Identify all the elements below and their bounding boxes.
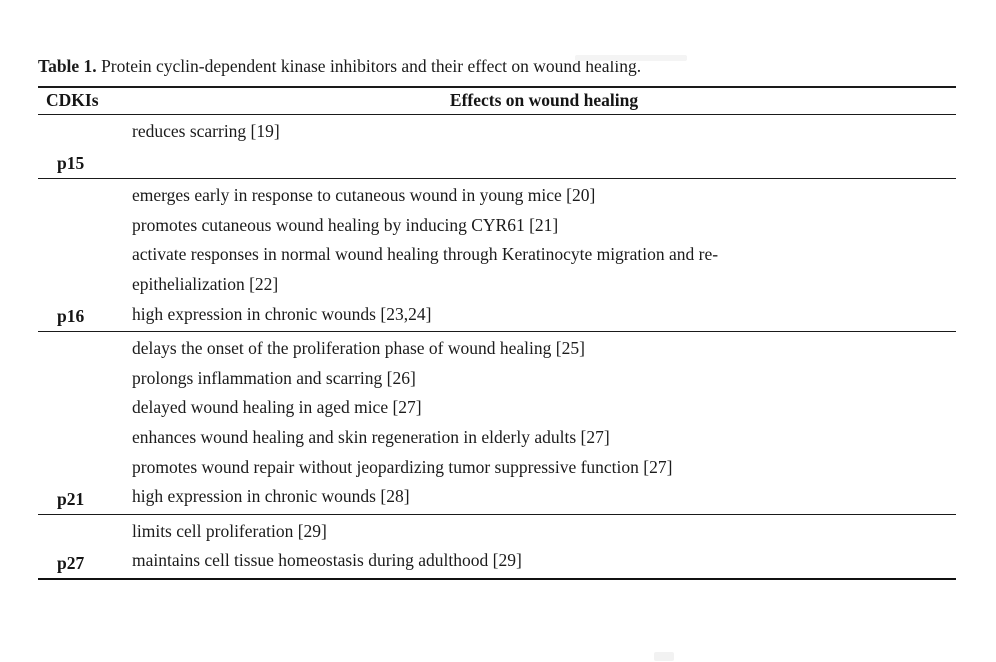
table-row: p27 limits cell proliferation [29] maintai… — [38, 514, 956, 580]
effect-line: delays the onset of the proliferation ph… — [132, 338, 585, 359]
effect-line: activate responses in normal wound heali… — [132, 244, 719, 265]
column-header-effects: Effects on wound healing — [132, 86, 956, 115]
cropped-text-artifact-top — [575, 55, 687, 61]
cdki-label: p21 — [38, 331, 132, 515]
table-caption-label: Table 1. — [38, 56, 97, 76]
effect-line: maintains cell tissue homeostasis during… — [132, 550, 522, 571]
cdki-label: p16 — [38, 178, 132, 333]
table-row: p21 delays the onset of the proliferation… — [38, 331, 956, 515]
cdki-label: p15 — [38, 114, 132, 180]
effect-line: reduces scarring [19] — [132, 121, 280, 141]
effect-line: promotes cutaneous wound healing by indu… — [132, 214, 559, 235]
table-caption: Table 1. Protein cyclin-dependent kinase… — [38, 55, 996, 77]
table-caption-text: Protein cyclin-dependent kinase inhibito… — [101, 56, 642, 76]
effect-line: promotes wound repair without jeopardizi… — [132, 456, 673, 477]
effect-line: prolongs inflammation and scarring [26] — [132, 367, 416, 388]
effects-cell: limits cell proliferation [29] maintains … — [132, 514, 956, 580]
effects-cell: reduces scarring [19] — [132, 114, 956, 180]
effect-line: delayed wound healing in aged mice [27] — [132, 397, 422, 418]
effects-cell: emerges early in response to cutaneous w… — [132, 178, 956, 333]
table-body: p15 reduces scarring [19] p16 emerges early… — [38, 114, 956, 580]
effect-line: epithelialization [22] — [132, 273, 279, 294]
table-header-row: CDKIs Effects on wound healing — [38, 86, 956, 115]
cdki-label: p27 — [38, 514, 132, 580]
effects-cell: delays the onset of the proliferation ph… — [132, 331, 956, 515]
effect-line: emerges early in response to cutaneous w… — [132, 185, 596, 206]
cropped-text-artifact-bottom — [654, 652, 674, 661]
effect-line — [132, 147, 956, 177]
table-row: p15 reduces scarring [19] — [38, 114, 956, 180]
column-header-cdkis: CDKIs — [38, 86, 132, 115]
effect-line: high expression in chronic wounds [23,24… — [132, 303, 432, 324]
effect-line: limits cell proliferation [29] — [132, 520, 327, 541]
cdki-effects-table: CDKIs Effects on wound healing p15 reduce… — [38, 86, 956, 580]
effect-line: high expression in chronic wounds [28] — [132, 486, 410, 507]
effect-line: enhances wound healing and skin regenera… — [132, 426, 610, 447]
table-row: p16 emerges early in response to cutaneou… — [38, 178, 956, 333]
